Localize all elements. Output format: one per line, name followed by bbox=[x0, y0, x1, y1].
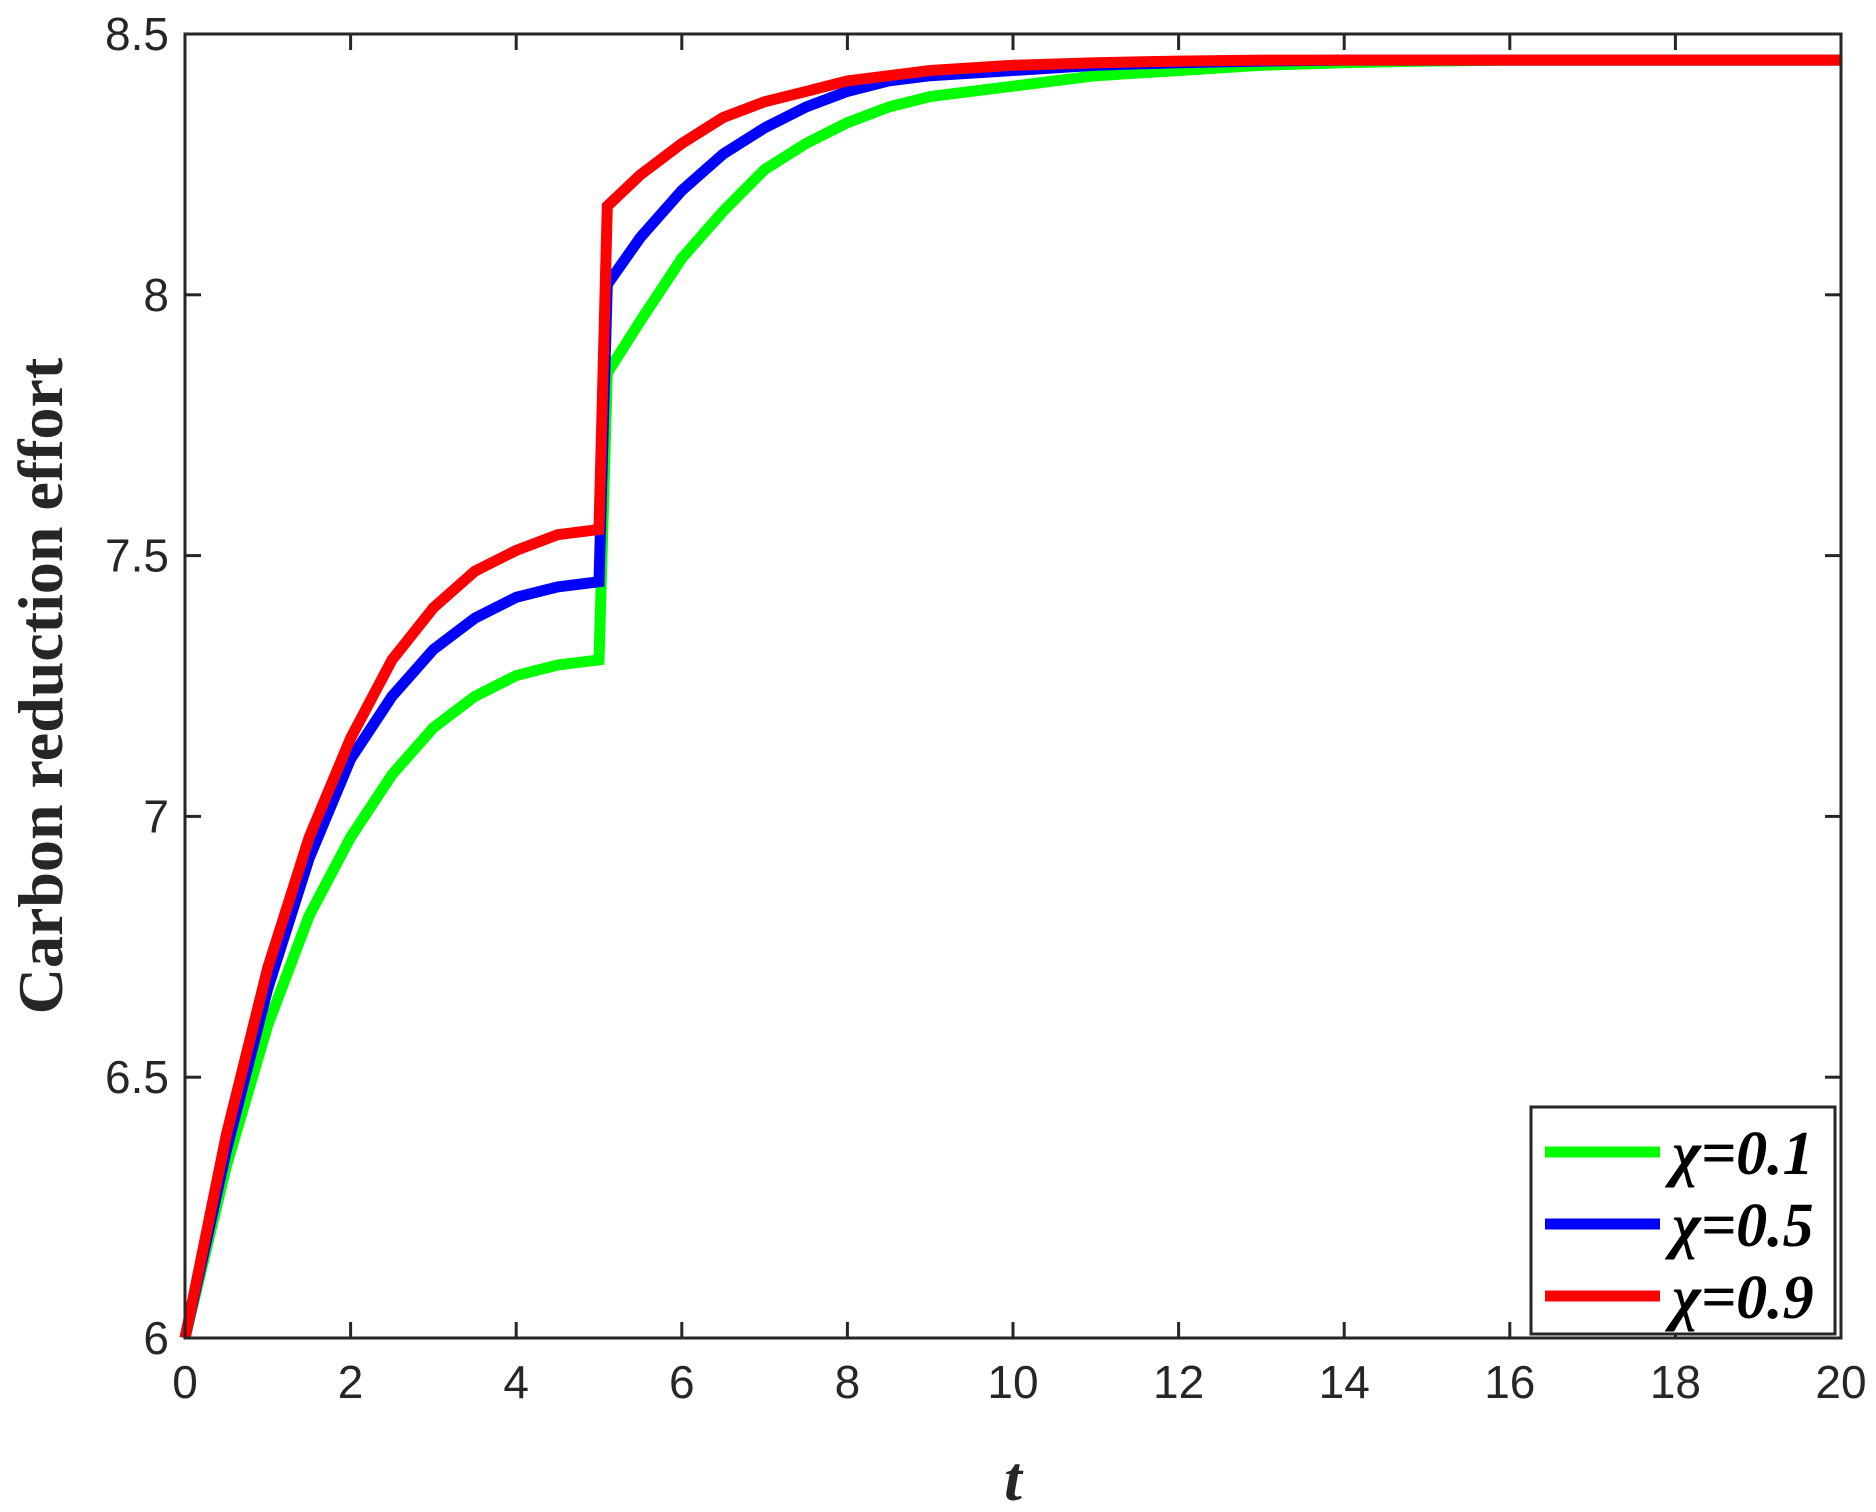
x-tick-label: 14 bbox=[1319, 1356, 1370, 1408]
x-tick-label: 10 bbox=[987, 1356, 1038, 1408]
y-tick-label: 6 bbox=[143, 1312, 169, 1364]
x-tick-label: 4 bbox=[503, 1356, 529, 1408]
x-tick-label: 12 bbox=[1153, 1356, 1204, 1408]
y-tick-label: 6.5 bbox=[105, 1051, 169, 1103]
x-tick-label: 20 bbox=[1815, 1356, 1866, 1408]
legend-label-1: χ=0.1 bbox=[1664, 1120, 1814, 1188]
x-tick-label: 6 bbox=[669, 1356, 695, 1408]
y-tick-label: 8 bbox=[143, 269, 169, 321]
x-axis-title: t bbox=[1004, 1443, 1024, 1512]
plot-frame bbox=[183, 32, 1843, 1340]
y-tick-label: 8.5 bbox=[105, 8, 169, 60]
x-tick-label: 8 bbox=[835, 1356, 861, 1408]
x-tick-label: 16 bbox=[1484, 1356, 1535, 1408]
series-layer bbox=[179, 54, 1841, 1340]
x-tick-label: 18 bbox=[1650, 1356, 1701, 1408]
series-line-3 bbox=[179, 54, 1841, 1340]
axis-ticks: 0 2 4 6 8 10 12 14 16 18 20 6 6.5 7 7.5 8 8.5 bbox=[105, 8, 1867, 1408]
legend: χ=0.1χ=0.5χ=0.9 bbox=[1529, 1105, 1837, 1336]
y-tick-label: 7 bbox=[143, 790, 169, 842]
y-axis-title: Carbon reduction effort bbox=[5, 357, 76, 1014]
x-tick-label: 0 bbox=[172, 1356, 198, 1408]
x-tick-label: 2 bbox=[338, 1356, 364, 1408]
legend-label-3: χ=0.9 bbox=[1664, 1264, 1814, 1332]
y-tick-label: 7.5 bbox=[105, 530, 169, 582]
legend-label-2: χ=0.5 bbox=[1664, 1192, 1814, 1260]
